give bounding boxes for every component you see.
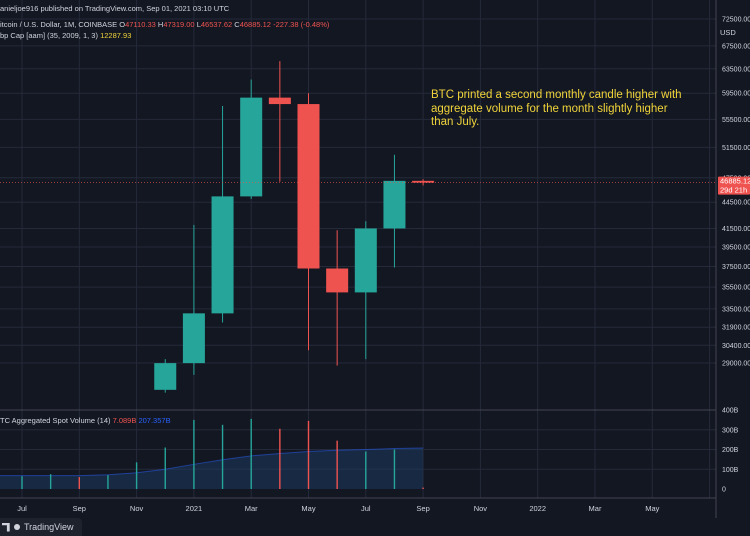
volume-tick-label: 300B [722, 427, 739, 434]
volume-tick-label: 100B [722, 467, 739, 474]
price-tick-label: 31900.00 [722, 325, 750, 332]
time-tick-label: Jul [361, 504, 371, 513]
ohlc-low-label: L [196, 20, 201, 29]
time-tick-label: 2021 [186, 504, 203, 513]
ohlc-open: 47110.33 [125, 20, 156, 29]
candle [383, 154, 406, 268]
candle [240, 79, 263, 199]
ohlc-open-label: O [119, 20, 126, 29]
time-tick-label: Sep [73, 504, 86, 513]
time-tick-label: May [301, 504, 315, 513]
candle-body [211, 196, 234, 314]
indicator-name[interactable]: bp Cap [aam] (35, 2009, 1, 3) [0, 31, 98, 40]
candle-countdown: 29d 21h [720, 186, 747, 195]
volume-axis[interactable]: 400B 300B 200B 100B 0 [722, 408, 739, 494]
price-tick-label: 59500.00 [722, 91, 750, 98]
candles [154, 61, 435, 393]
candle-body [240, 97, 263, 197]
publisher-line: anieljoe916 published on TradingView.com… [0, 4, 229, 13]
tradingview-dot-icon [14, 524, 20, 530]
candle-body [154, 363, 177, 390]
volume-ma-line [0, 447, 424, 477]
ohlc-close-label: C [234, 20, 240, 29]
candle [182, 224, 205, 375]
candle [297, 93, 320, 351]
volume-tick-label: 200B [722, 447, 739, 454]
volume-ma-fill [0, 448, 424, 489]
time-tick-label: Sep [416, 504, 429, 513]
price-tick-label: 72500.00 [722, 17, 750, 24]
candle-body [412, 180, 435, 183]
price-tick-label: 29000.00 [722, 361, 750, 368]
branding-text: TradingView [24, 522, 74, 532]
candle-body [354, 228, 377, 293]
candle-body [297, 104, 320, 269]
volume-ma-value: 207.357B [138, 416, 171, 425]
symbol-legend[interactable]: itcoin / U.S. Dollar, 1M, COINBASE O4711… [0, 20, 329, 29]
volume-tick-label: 400B [722, 408, 739, 415]
price-tick-label: 67500.00 [722, 43, 750, 50]
price-tick-label: 63500.00 [722, 66, 750, 73]
ohlc-low: 46537.62 [200, 20, 233, 29]
price-tick-label: 30400.00 [722, 343, 750, 350]
candle [326, 230, 349, 366]
tradingview-logo[interactable]: TradingView [0, 518, 82, 536]
volume-ma-area [0, 447, 424, 489]
time-tick-label: 2022 [529, 504, 546, 513]
candle-body [326, 268, 349, 293]
volume-value: 7.089B [112, 416, 137, 425]
candle [412, 179, 435, 186]
time-tick-label: Mar [245, 504, 258, 513]
last-price-label: 46885.12 29d 21h [718, 176, 750, 195]
candle-body [268, 97, 291, 105]
candle [268, 61, 291, 182]
time-axis[interactable]: Jul Sep Nov 2021 Mar May Jul Sep Nov 2022 Mar May [17, 504, 659, 513]
time-tick-label: Nov [130, 504, 144, 513]
time-tick-label: Nov [474, 504, 488, 513]
price-tick-label: 35500.00 [722, 285, 750, 292]
price-tick-label: 37500.00 [722, 264, 750, 271]
time-tick-label: May [645, 504, 659, 513]
candle-body [182, 313, 205, 364]
indicator-legend[interactable]: bp Cap [aam] (35, 2009, 1, 3) 12287.93 [0, 31, 131, 40]
time-tick-label: Jul [17, 504, 27, 513]
price-tick-label: 51500.00 [722, 145, 750, 152]
annotation-text[interactable]: BTC printed a second monthly candle high… [431, 89, 682, 128]
time-tick-label: Mar [589, 504, 602, 513]
candle [354, 221, 377, 360]
price-tick-label: 55500.00 [722, 117, 750, 124]
candle-body [383, 180, 406, 229]
candle [211, 106, 234, 323]
ohlc-change: -227.38 (-0.48%) [273, 20, 330, 29]
volume-tick-label: 0 [722, 487, 726, 494]
publisher-text: anieljoe916 published on TradingView.com… [0, 4, 230, 13]
volume-bars [21, 418, 424, 489]
indicator-value: 12287.93 [100, 31, 132, 40]
price-tick-label: 33500.00 [722, 306, 750, 313]
volume-indicator-name[interactable]: TC Aggregated Spot Volume (14) [0, 416, 111, 425]
price-tick-label: 39500.00 [722, 244, 750, 251]
candle [154, 359, 177, 393]
price-tick-label: 41500.00 [722, 226, 750, 233]
price-tick-label: 44500.00 [722, 200, 750, 207]
ohlc-high: 47319.00 [163, 20, 195, 29]
last-price-value: 46885.12 [720, 177, 750, 186]
symbol-name[interactable]: itcoin / U.S. Dollar, 1M, COINBASE [0, 20, 118, 29]
volume-legend[interactable]: TC Aggregated Spot Volume (14) 7.089B 20… [0, 416, 171, 425]
ohlc-close: 46885.12 [239, 20, 271, 29]
currency-label: USD [720, 28, 736, 37]
ohlc-high-label: H [157, 20, 164, 29]
